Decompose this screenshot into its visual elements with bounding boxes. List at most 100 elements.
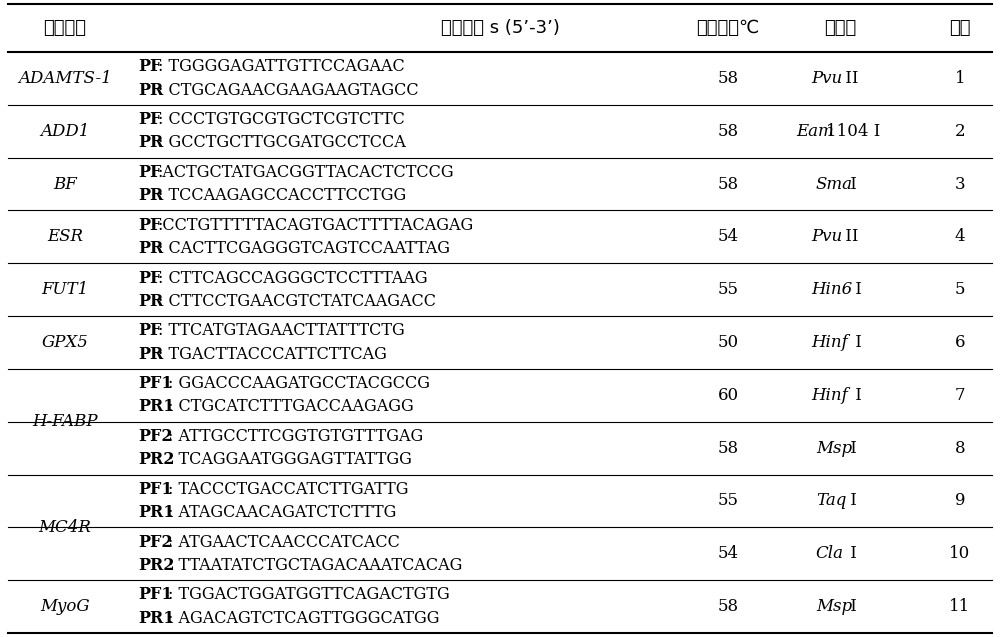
Text: : TGGACTGGATGGTTCAGACTGTG: : TGGACTGGATGGTTCAGACTGTG	[168, 587, 449, 603]
Text: H-FABP: H-FABP	[32, 413, 98, 430]
Text: PR: PR	[138, 187, 163, 204]
Text: PR: PR	[138, 293, 163, 310]
Text: PF1: PF1	[138, 587, 173, 603]
Text: MyoG: MyoG	[40, 598, 90, 615]
Text: I: I	[845, 176, 857, 192]
Text: 54: 54	[717, 228, 739, 245]
Text: 58: 58	[717, 123, 739, 140]
Text: PR1: PR1	[138, 504, 175, 521]
Text: ADD1: ADD1	[40, 123, 90, 140]
Text: 位点: 位点	[949, 19, 971, 37]
Text: : TCAGGAATGGGAGTTATTGG: : TCAGGAATGGGAGTTATTGG	[168, 451, 412, 468]
Text: Msp: Msp	[816, 440, 852, 457]
Text: : AGACAGTCTCAGTTGGGCATGG: : AGACAGTCTCAGTTGGGCATGG	[168, 610, 439, 627]
Text: : ATTGCCTTCGGTGTGTTTGAG: : ATTGCCTTCGGTGTGTTTGAG	[168, 428, 423, 445]
Text: : TTAATATCTGCTAGACAAATCACAG: : TTAATATCTGCTAGACAAATCACAG	[168, 557, 462, 574]
Text: PF: PF	[138, 59, 161, 75]
Text: II: II	[840, 228, 858, 245]
Text: : CCCTGTGCGTGCTCGTCTTC: : CCCTGTGCGTGCTCGTCTTC	[158, 111, 405, 128]
Text: PF: PF	[138, 322, 161, 340]
Text: I: I	[850, 387, 862, 404]
Text: 58: 58	[717, 440, 739, 457]
Text: 58: 58	[717, 598, 739, 615]
Text: Hinf: Hinf	[811, 334, 848, 351]
Text: 5: 5	[955, 281, 965, 298]
Text: 内切酶: 内切酶	[824, 19, 856, 37]
Text: : TGACTTACCCATTCTTCAG: : TGACTTACCCATTCTTCAG	[158, 346, 387, 362]
Text: : ATAGCAACAGATCTCTTTG: : ATAGCAACAGATCTCTTTG	[168, 504, 396, 521]
Text: Taq: Taq	[816, 492, 846, 510]
Text: 2: 2	[955, 123, 965, 140]
Text: PF: PF	[138, 217, 161, 234]
Text: 55: 55	[718, 281, 738, 298]
Text: Msp: Msp	[816, 598, 852, 615]
Text: PF: PF	[138, 111, 161, 128]
Text: 基因名称: 基因名称	[44, 19, 87, 37]
Text: : TGGGGAGATTGTTCCAGAAC: : TGGGGAGATTGTTCCAGAAC	[158, 59, 405, 75]
Text: PF: PF	[138, 164, 161, 181]
Text: : TTCATGTAGAACTTATTTCTG: : TTCATGTAGAACTTATTTCTG	[158, 322, 405, 340]
Text: BF: BF	[53, 176, 77, 192]
Text: Eam: Eam	[796, 123, 834, 140]
Text: 58: 58	[717, 176, 739, 192]
Text: I: I	[845, 545, 857, 562]
Text: MC4R: MC4R	[39, 519, 91, 536]
Text: 7: 7	[955, 387, 965, 404]
Text: : CTGCATCTTTGACCAAGAGG: : CTGCATCTTTGACCAAGAGG	[168, 398, 413, 415]
Text: ESR: ESR	[47, 228, 83, 245]
Text: II: II	[840, 70, 858, 87]
Text: I: I	[845, 598, 857, 615]
Text: 3: 3	[955, 176, 965, 192]
Text: : CTGCAGAACGAAGAAGTAGCC: : CTGCAGAACGAAGAAGTAGCC	[158, 82, 418, 99]
Text: PR: PR	[138, 346, 163, 362]
Text: 54: 54	[717, 545, 739, 562]
Text: PR1: PR1	[138, 398, 175, 415]
Text: Hinf: Hinf	[811, 387, 848, 404]
Text: : CACTTCGAGGGTCAGTCCAATTAG: : CACTTCGAGGGTCAGTCCAATTAG	[158, 240, 450, 257]
Text: 60: 60	[717, 387, 739, 404]
Text: PR: PR	[138, 82, 163, 99]
Text: :ACTGCTATGACGGTTACACTCTCCG: :ACTGCTATGACGGTTACACTCTCCG	[158, 164, 454, 181]
Text: Cla: Cla	[816, 545, 844, 562]
Text: ADAMTS-1: ADAMTS-1	[18, 70, 112, 87]
Text: 9: 9	[955, 492, 965, 510]
Text: Pvu: Pvu	[811, 70, 842, 87]
Text: : CTTCCTGAACGTCTATCAAGACC: : CTTCCTGAACGTCTATCAAGACC	[158, 293, 436, 310]
Text: PF: PF	[138, 269, 161, 287]
Text: :CCTGTTTTTACAGTGACTTTTACAGAG: :CCTGTTTTTACAGTGACTTTTACAGAG	[158, 217, 474, 234]
Text: FUT1: FUT1	[41, 281, 89, 298]
Text: PF2: PF2	[138, 534, 173, 550]
Text: : GCCTGCTTGCGATGCCTCCA: : GCCTGCTTGCGATGCCTCCA	[158, 134, 406, 152]
Text: 退火温度℃: 退火温度℃	[696, 19, 760, 37]
Text: 10: 10	[949, 545, 971, 562]
Text: 引物序列 s (5’-3’): 引物序列 s (5’-3’)	[441, 19, 559, 37]
Text: 58: 58	[717, 70, 739, 87]
Text: Hin6: Hin6	[811, 281, 852, 298]
Text: : ATGAACTCAACCCATCACC: : ATGAACTCAACCCATCACC	[168, 534, 400, 550]
Text: PR2: PR2	[138, 557, 175, 574]
Text: 1104 I: 1104 I	[826, 123, 880, 140]
Text: 6: 6	[955, 334, 965, 351]
Text: 50: 50	[717, 334, 739, 351]
Text: PF2: PF2	[138, 428, 173, 445]
Text: Pvu: Pvu	[811, 228, 842, 245]
Text: 55: 55	[718, 492, 738, 510]
Text: I: I	[845, 440, 857, 457]
Text: : TACCCTGACCATCTTGATTG: : TACCCTGACCATCTTGATTG	[168, 481, 408, 498]
Text: : CTTCAGCCAGGGCTCCTTTAAG: : CTTCAGCCAGGGCTCCTTTAAG	[158, 269, 427, 287]
Text: : TCCAAGAGCCACCTTCCTGG: : TCCAAGAGCCACCTTCCTGG	[158, 187, 406, 204]
Text: 8: 8	[955, 440, 965, 457]
Text: PF1: PF1	[138, 375, 173, 392]
Text: GPX5: GPX5	[42, 334, 88, 351]
Text: 11: 11	[949, 598, 971, 615]
Text: I: I	[850, 281, 862, 298]
Text: : GGACCCAAGATGCCTACGCCG: : GGACCCAAGATGCCTACGCCG	[168, 375, 430, 392]
Text: PR: PR	[138, 240, 163, 257]
Text: PR1: PR1	[138, 610, 175, 627]
Text: PR: PR	[138, 134, 163, 152]
Text: PF1: PF1	[138, 481, 173, 498]
Text: 1: 1	[955, 70, 965, 87]
Text: I: I	[845, 492, 857, 510]
Text: I: I	[850, 334, 862, 351]
Text: Sma: Sma	[816, 176, 853, 192]
